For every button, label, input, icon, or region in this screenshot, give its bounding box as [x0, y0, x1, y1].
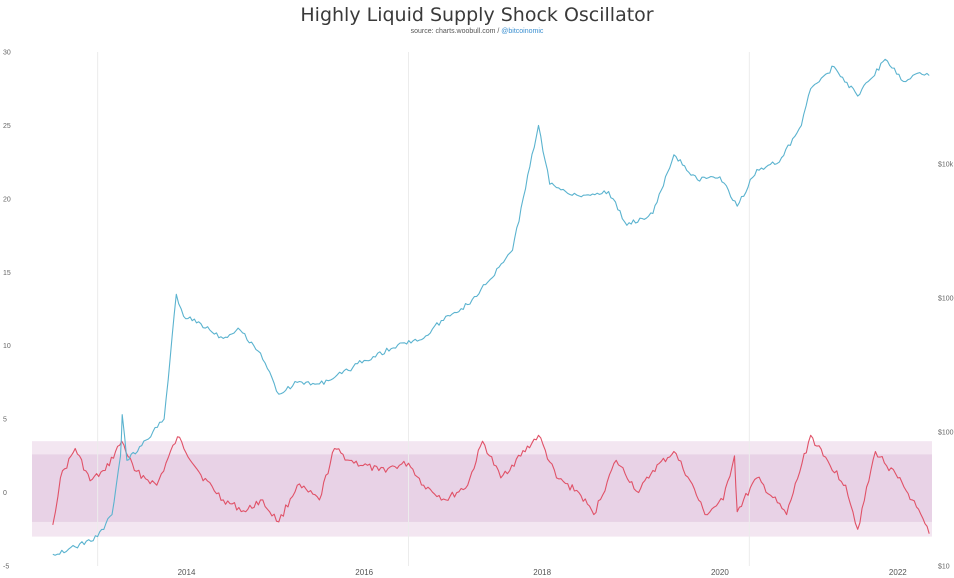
left-tick-label: 25 — [3, 123, 11, 130]
left-tick-label: 0 — [3, 490, 7, 497]
left-tick-label: -5 — [3, 564, 9, 571]
right-tick-label: $10k — [938, 162, 954, 169]
x-tick-label: 2020 — [711, 568, 729, 577]
x-tick-label: 2018 — [533, 568, 551, 577]
right-tick-label: $100 — [938, 430, 954, 437]
band-inner — [32, 454, 932, 522]
left-tick-label: 5 — [3, 417, 7, 424]
subtitle-handle: @bitcoinomic — [501, 28, 544, 35]
right-tick-label: $1000 — [938, 296, 954, 303]
left-tick-label: 30 — [3, 50, 11, 57]
vertical-gridlines — [97, 52, 750, 566]
oscillator-line — [52, 434, 930, 534]
left-tick-label: 10 — [3, 343, 11, 350]
chart-title: Highly Liquid Supply Shock Oscillator — [300, 4, 654, 26]
right-tick-label: $10 — [938, 564, 950, 571]
ratio-line — [52, 58, 930, 556]
left-tick-label: 15 — [3, 270, 11, 277]
right-axis-ticks: $10k $1000 $100 $10 — [938, 162, 954, 571]
oscillator-series — [52, 434, 930, 534]
oscillator-bands — [32, 441, 932, 537]
subtitle-source: source: charts.woobull.com / — [410, 28, 500, 35]
ratio-series — [52, 58, 930, 556]
x-axis-ticks: 2014 2016 2018 2020 2022 — [178, 568, 908, 577]
x-tick-label: 2022 — [889, 568, 907, 577]
x-tick-label: 2016 — [355, 568, 373, 577]
left-tick-label: 20 — [3, 196, 11, 203]
x-tick-label: 2014 — [178, 568, 196, 577]
left-axis-ticks: 30 25 20 15 10 5 0 -5 — [3, 50, 11, 571]
chart-subtitle: source: charts.woobull.com / @bitcoinomi… — [0, 28, 954, 35]
